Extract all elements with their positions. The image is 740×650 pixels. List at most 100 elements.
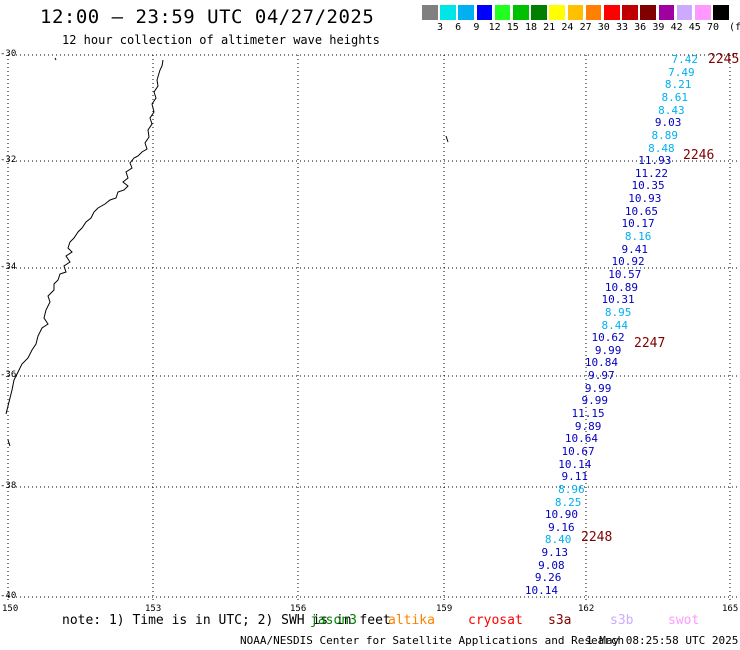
legend-tick-label: 9: [473, 22, 480, 33]
wave-height-label: 8.48: [648, 141, 675, 155]
legend-swatch: [422, 5, 438, 20]
wave-height-label: 9.89: [574, 419, 602, 433]
legend-tick-label: 21: [543, 22, 556, 33]
legend-swatch: [676, 5, 693, 20]
longitude-label: 150: [2, 604, 19, 614]
latitude-label: -34: [0, 262, 17, 272]
pass-time-label: 2248: [581, 530, 613, 545]
latitude-label: -30: [0, 49, 17, 59]
legend-tick-label: 42: [670, 22, 683, 33]
latitude-label: -36: [0, 370, 17, 380]
legend-swatch: [658, 5, 675, 20]
wave-height-label: 9.99: [584, 381, 612, 395]
wave-height-label: 9.08: [538, 558, 565, 572]
pass-time-label: 2245: [708, 52, 740, 67]
wave-height-label: 9.03: [654, 116, 682, 130]
wave-height-label: 10.65: [624, 204, 658, 218]
wave-height-label: 10.62: [591, 331, 625, 345]
wave-height-label: 8.96: [558, 482, 585, 496]
satellite-name: swot: [668, 613, 700, 628]
legend-tick-label: 39: [652, 22, 665, 33]
wave-height-label: 10.89: [604, 280, 638, 294]
legend-tick-label: 33: [615, 22, 629, 33]
legend-tick-label: 45: [688, 22, 701, 33]
coastline-fragment: [7, 439, 11, 447]
wave-height-label: 7.49: [668, 65, 695, 79]
map-subtitle: 12 hour collection of altimeter wave hei…: [62, 33, 380, 47]
legend-swatch: [476, 5, 493, 20]
legend-tick-label: 12: [488, 22, 501, 33]
wave-height-label: 11.22: [634, 166, 668, 180]
legend-tick-label: 70: [706, 22, 720, 33]
legend-tick-label: 15: [506, 22, 519, 33]
credit-timestamp: 1 May 08:25:58 UTC 2025: [586, 634, 739, 647]
pass-time-label: 2246: [683, 148, 715, 163]
longitude-label: 162: [578, 604, 595, 614]
wave-height-label: 10.17: [621, 217, 655, 231]
legend-tick-label: 6: [455, 22, 462, 33]
wave-height-label: 10.14: [524, 584, 558, 597]
legend-swatch: [640, 5, 656, 20]
latitude-label: -38: [0, 481, 17, 491]
wave-height-label: 8.21: [664, 78, 692, 92]
wave-height-label: 9.97: [588, 369, 615, 383]
wave-height-label: 8.16: [624, 230, 652, 243]
wave-height-label: 9.99: [594, 343, 622, 357]
legend-tick-label: 36: [634, 22, 647, 33]
longitude-label: 159: [436, 604, 453, 614]
grid-lines: [7, 54, 740, 600]
satellite-name: jason3: [310, 613, 357, 628]
wave-height-label: 10.67: [561, 444, 595, 458]
wave-height-label: 7.42: [671, 53, 699, 66]
wave-height-label: 9.99: [581, 394, 609, 408]
wave-height-label: 10.92: [611, 255, 645, 269]
wave-height-label: 9.11: [561, 470, 589, 484]
wave-height-label: 8.61: [661, 90, 689, 104]
legend-tick-label: 24: [561, 22, 574, 33]
legend-unit: (ft): [729, 22, 740, 33]
legend-swatch: [513, 5, 529, 20]
legend-swatch: [585, 5, 602, 20]
wave-height-label: 10.64: [564, 432, 598, 446]
credit-text: NOAA/NESDIS Center for Satellite Applica…: [240, 634, 625, 647]
legend-tick-label: 18: [524, 22, 538, 33]
wave-height-label: 10.35: [631, 179, 665, 193]
legend-tick-label: 27: [579, 22, 592, 33]
wave-height-label: 11.15: [571, 407, 605, 420]
wave-height-label: 8.43: [658, 103, 685, 117]
latitude-label: -32: [0, 155, 17, 165]
legend-swatch: [622, 5, 638, 20]
legend-tick-label: 30: [597, 22, 610, 33]
satellite-name: altika: [388, 613, 435, 628]
legend-swatch: [567, 5, 584, 20]
wave-height-label: 10.90: [544, 508, 578, 522]
legend-swatch: [440, 5, 456, 20]
wave-height-label: 10.14: [558, 457, 592, 471]
legend-swatch: [604, 5, 620, 20]
satellite-name: s3a: [548, 613, 572, 628]
wave-height-label: 8.89: [651, 128, 679, 142]
latitude-label: -40: [0, 591, 17, 601]
coastline: [5, 59, 164, 415]
wave-height-label: 10.57: [608, 267, 642, 281]
wave-height-label: 8.40: [544, 533, 572, 547]
legend-swatch: [494, 5, 511, 20]
coastline-fragment: [54, 57, 57, 61]
wave-height-label: 10.84: [584, 356, 618, 370]
wave-height-label: 10.93: [628, 192, 662, 206]
satellite-name: s3b: [610, 613, 634, 628]
pass-time-label: 2247: [634, 336, 666, 351]
legend-swatch: [549, 5, 565, 20]
legend-swatch: [695, 5, 711, 20]
satellite-name: cryosat: [468, 613, 523, 628]
legend-swatch: [458, 5, 474, 20]
wave-height-label: 11.93: [638, 154, 672, 168]
longitude-label: 156: [290, 604, 307, 614]
wave-height-label: 10.31: [601, 293, 635, 307]
legend-swatch: [713, 5, 729, 20]
wave-height-label: 9.13: [541, 546, 569, 560]
wave-height-label: 9.16: [548, 520, 575, 534]
wave-height-label: 8.25: [554, 495, 582, 509]
map-title: 12:00 — 23:59 UTC 04/27/2025: [40, 6, 375, 28]
